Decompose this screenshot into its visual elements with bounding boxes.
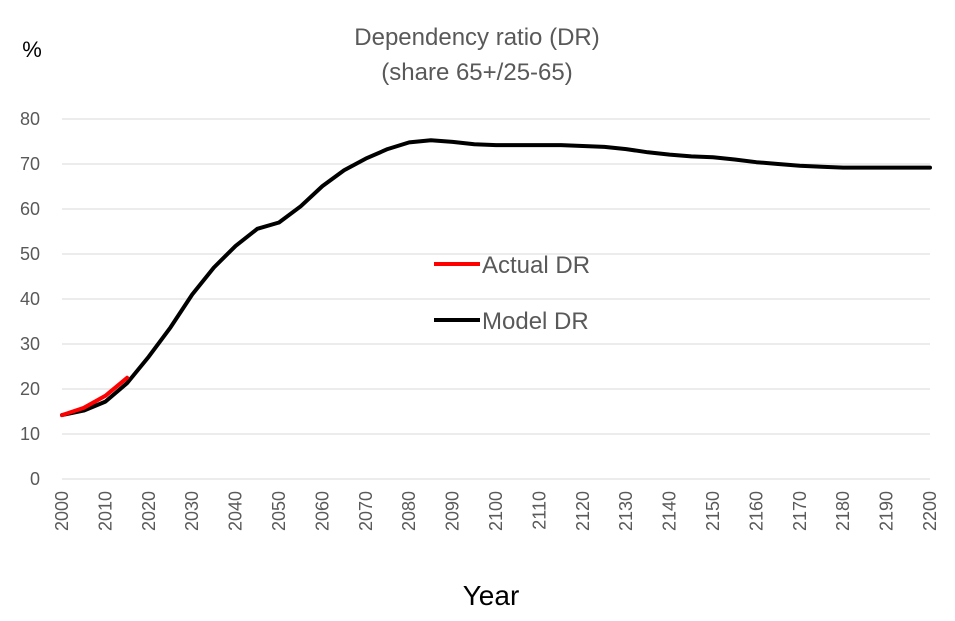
y-tick-label: 40 [20,289,40,309]
x-tick-label: 2080 [399,491,419,531]
gridlines [62,118,930,480]
x-tick-label: 2160 [746,491,766,531]
x-tick-label: 2010 [95,491,115,531]
x-tick-label: 2070 [356,491,376,531]
y-tick-label: 50 [20,244,40,264]
x-axis-title: Year [463,580,520,611]
y-axis-unit-label: % [22,37,42,62]
x-tick-label: 2140 [660,491,680,531]
x-tick-label: 2170 [790,491,810,531]
y-tick-label: 0 [30,469,40,489]
y-tick-label: 70 [20,154,40,174]
x-tick-label: 2020 [139,491,159,531]
y-tick-label: 80 [20,109,40,129]
y-tick-label: 10 [20,424,40,444]
series-line-model-dr [60,138,932,418]
legend-label-actual-dr: Actual DR [482,252,590,279]
x-tick-label: 2060 [312,491,332,531]
series-lines [60,138,932,418]
legend-label-model-dr: Model DR [482,308,589,335]
y-tick-label: 60 [20,199,40,219]
x-tick-label: 2130 [616,491,636,531]
x-tick-label: 2180 [833,491,853,531]
x-tick-label: 2150 [703,491,723,531]
x-tick-label: 2100 [486,491,506,531]
y-tick-label: 30 [20,334,40,354]
x-tick-label: 2030 [182,491,202,531]
chart-subtitle: (share 65+/25-65) [381,59,572,86]
x-tick-label: 2200 [920,491,940,531]
legend: Actual DR Model DR [434,252,590,335]
x-tick-label: 2090 [443,491,463,531]
chart-title: Dependency ratio (DR) [354,24,599,51]
x-tick-label: 2000 [52,491,72,531]
x-tick-label: 2110 [529,491,549,530]
x-axis-ticks: 2000 2010 2020 2030 2040 2050 2060 2070 2080 2090… [52,491,940,531]
y-axis-ticks: 0 10 20 30 40 50 60 70 80 [20,109,40,489]
x-tick-label: 2120 [573,491,593,531]
x-tick-label: 2040 [226,491,246,531]
series-line-actual-dr [60,375,130,418]
y-tick-label: 20 [20,379,40,399]
x-tick-label: 2190 [877,491,897,531]
x-tick-label: 2050 [269,491,289,531]
